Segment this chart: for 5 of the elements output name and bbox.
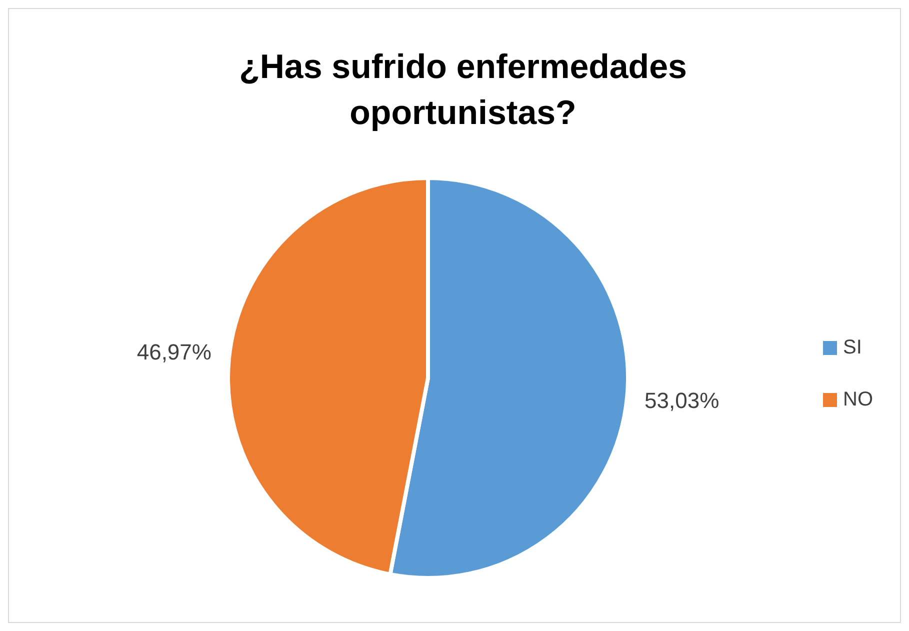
legend-label: SI — [843, 336, 862, 358]
data-label: 46,97% — [136, 340, 212, 365]
legend-label: NO — [843, 388, 873, 410]
data-label: 53,03% — [644, 388, 720, 414]
chart-title: ¿Has sufrido enfermedades oportunistas? — [239, 48, 687, 132]
